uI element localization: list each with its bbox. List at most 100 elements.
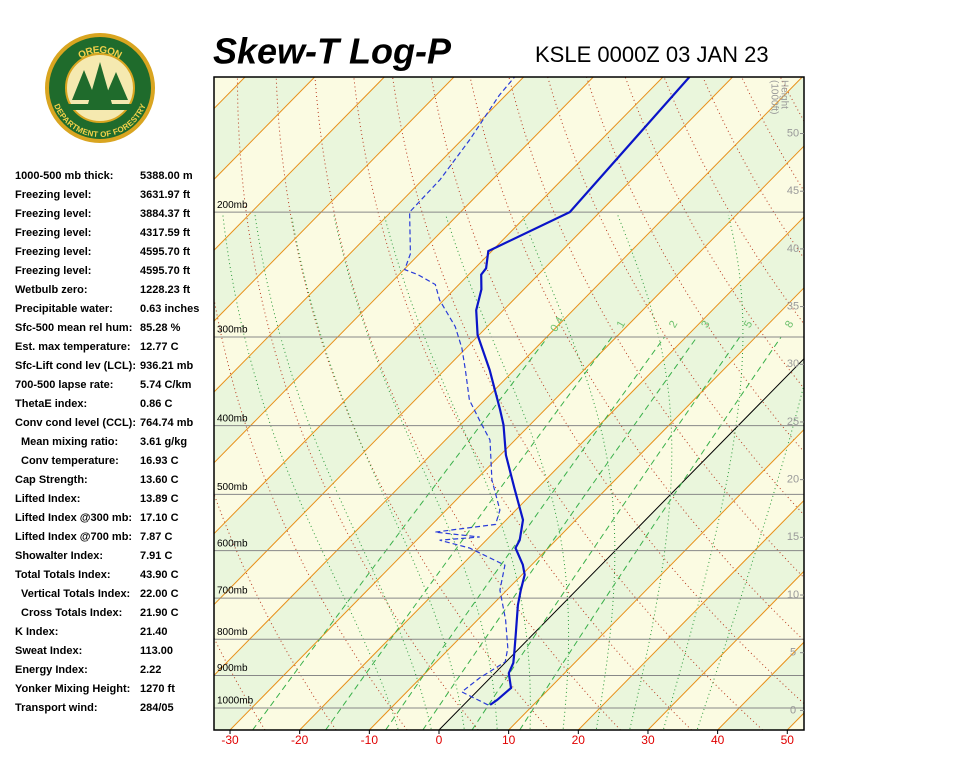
index-label: Energy Index: <box>15 664 88 676</box>
index-value: 7.87 C <box>140 531 172 543</box>
isotherm <box>787 77 960 730</box>
index-label: 700-500 lapse rate: <box>15 379 113 391</box>
height-label: 35 <box>787 300 799 312</box>
index-value: 284/05 <box>140 702 174 714</box>
index-label: Cross Totals Index: <box>21 607 122 619</box>
index-value: 13.60 C <box>140 474 179 486</box>
index-label: Yonker Mixing Height: <box>15 683 130 695</box>
index-value: 12.77 C <box>140 341 179 353</box>
index-label: Sfc-Lift cond lev (LCL): <box>15 360 136 372</box>
pressure-label: 400mb <box>217 413 248 424</box>
dry-adiabat <box>936 77 960 730</box>
index-value: 17.10 C <box>140 512 179 524</box>
index-label: Cap Strength: <box>15 474 88 486</box>
index-value: 3.61 g/kg <box>140 436 187 448</box>
index-value: 1270 ft <box>140 683 175 695</box>
index-label: Conv temperature: <box>21 455 119 467</box>
index-label: Lifted Index @700 mb: <box>15 531 132 543</box>
dry-adiabat <box>780 77 960 730</box>
pressure-label: 900mb <box>217 663 248 674</box>
index-value: 764.74 mb <box>140 417 193 429</box>
pressure-label: 1000mb <box>217 696 254 707</box>
index-value: 0.63 inches <box>140 303 199 315</box>
index-label: Sweat Index: <box>15 645 82 657</box>
index-value: 7.91 C <box>140 550 172 562</box>
index-label: Mean mixing ratio: <box>21 436 118 448</box>
index-value: 85.28 % <box>140 322 181 334</box>
height-label: 40 <box>787 243 799 255</box>
x-tick-label: 0 <box>436 733 443 747</box>
dry-adiabat <box>858 77 960 730</box>
index-label: Freezing level: <box>15 208 91 220</box>
pressure-label: 800mb <box>217 627 248 638</box>
index-value: 13.89 C <box>140 493 179 505</box>
index-value: 4595.70 ft <box>140 265 190 277</box>
height-label: 5 <box>790 647 796 659</box>
index-label: Total Totals Index: <box>15 569 111 581</box>
index-value: 113.00 <box>140 645 173 657</box>
x-tick-label: 10 <box>502 733 516 747</box>
x-tick-label: -20 <box>291 733 309 747</box>
x-tick-label: 20 <box>572 733 586 747</box>
index-label: Sfc-500 mean rel hum: <box>15 322 132 334</box>
index-value: 21.90 C <box>140 607 179 619</box>
pressure-label: 500mb <box>217 482 248 493</box>
index-value: 3884.37 ft <box>140 208 190 220</box>
index-value: 0.86 C <box>140 398 172 410</box>
index-value: 22.00 C <box>140 588 179 600</box>
height-label: 0 <box>790 704 796 716</box>
index-value: 5.74 C/km <box>140 379 192 391</box>
index-value: 5388.00 m <box>140 170 193 182</box>
index-value: 21.40 <box>140 626 168 638</box>
indices: 1000-500 mb thick: 5388.00 m Freezing leve… <box>15 170 199 714</box>
x-tick-label: -10 <box>361 733 379 747</box>
pressure-label: 300mb <box>217 325 248 336</box>
pressure-label: 600mb <box>217 538 248 549</box>
index-label: Wetbulb zero: <box>15 284 88 296</box>
x-tick-label: 50 <box>781 733 795 747</box>
index-label: K Index: <box>15 626 58 638</box>
index-label: Est. max temperature: <box>15 341 131 353</box>
index-label: Freezing level: <box>15 227 91 239</box>
index-value: 16.93 C <box>140 455 179 467</box>
x-tick-label: -30 <box>221 733 239 747</box>
index-value: 1228.23 ft <box>140 284 190 296</box>
height-label: 10 <box>787 589 799 601</box>
height-axis-label: (1000ft) <box>768 80 779 114</box>
x-tick-label: 40 <box>711 733 725 747</box>
index-value: 43.90 C <box>140 569 179 581</box>
height-label: 25 <box>787 416 799 428</box>
index-label: Showalter Index: <box>15 550 103 562</box>
index-value: 2.22 <box>140 664 161 676</box>
x-tick-label: 30 <box>641 733 655 747</box>
pressure-label: 200mb <box>217 200 248 211</box>
dry-adiabat <box>897 77 960 730</box>
height-label: 50 <box>787 127 799 139</box>
index-label: Lifted Index @300 mb: <box>15 512 132 524</box>
index-label: Transport wind: <box>15 702 98 714</box>
index-label: ThetaE index: <box>15 398 87 410</box>
index-label: Precipitable water: <box>15 303 113 315</box>
pressure-label: 700mb <box>217 586 248 597</box>
height-label: 15 <box>787 531 799 543</box>
index-value: 4595.70 ft <box>140 246 190 258</box>
index-label: Conv cond level (CCL): <box>15 417 136 429</box>
index-label: Lifted Index: <box>15 493 80 505</box>
index-value: 3631.97 ft <box>140 189 190 201</box>
height-label: 20 <box>787 474 799 486</box>
title: Skew-T Log-P <box>213 31 452 72</box>
height-label: 30 <box>787 358 799 370</box>
index-label: Vertical Totals Index: <box>21 588 130 600</box>
index-label: Freezing level: <box>15 246 91 258</box>
index-label: Freezing level: <box>15 265 91 277</box>
index-value: 4317.59 ft <box>140 227 190 239</box>
isotherm-band <box>787 77 960 730</box>
index-value: 936.21 mb <box>140 360 193 372</box>
height-label: 45 <box>787 185 799 197</box>
logo: OREGON DEPARTMENT OF FORESTRY <box>47 35 153 141</box>
index-label: Freezing level: <box>15 189 91 201</box>
station: KSLE 0000Z 03 JAN 23 <box>535 42 769 67</box>
index-label: 1000-500 mb thick: <box>15 170 113 182</box>
